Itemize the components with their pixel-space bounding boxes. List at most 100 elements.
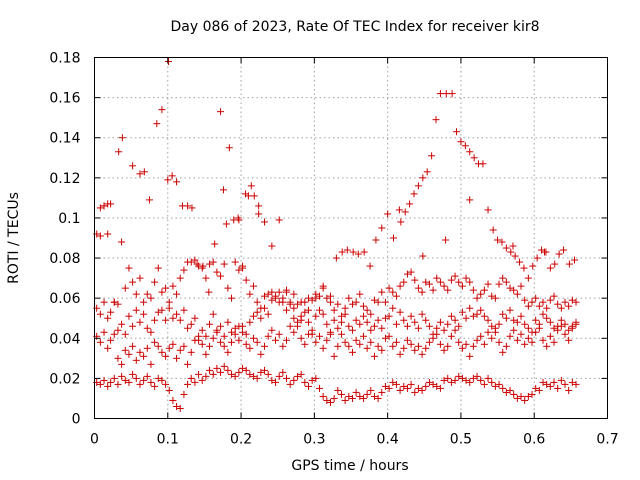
data-point: [242, 330, 250, 338]
data-point: [129, 342, 137, 350]
data-point: [469, 342, 477, 350]
data-point: [385, 284, 393, 292]
data-point: [425, 280, 433, 288]
data-point: [499, 384, 507, 392]
data-point: [401, 208, 409, 216]
data-point: [539, 336, 547, 344]
data-point: [517, 312, 525, 320]
data-point: [140, 168, 148, 176]
data-point: [440, 376, 448, 384]
y-tick-label: 0.14: [49, 131, 80, 147]
data-point: [543, 380, 551, 388]
data-point: [104, 344, 112, 352]
data-point: [381, 314, 389, 322]
data-point: [275, 330, 283, 338]
data-point: [495, 380, 503, 388]
data-point: [480, 286, 488, 294]
data-point: [479, 160, 487, 168]
data-point: [326, 328, 334, 336]
data-point: [283, 336, 291, 344]
data-point: [253, 298, 261, 306]
data-point: [129, 322, 137, 330]
data-point: [140, 310, 148, 318]
data-point: [176, 404, 184, 412]
data-point: [231, 258, 239, 266]
data-point: [202, 274, 210, 282]
data-point: [125, 264, 133, 272]
data-point: [418, 350, 426, 358]
data-point: [173, 310, 181, 318]
data-point: [480, 340, 488, 348]
data-point: [561, 330, 569, 338]
data-point: [220, 362, 228, 370]
data-point: [422, 316, 430, 324]
data-point: [110, 298, 118, 306]
data-point: [458, 308, 466, 316]
data-point: [444, 286, 452, 294]
data-point: [389, 288, 397, 296]
data-point: [378, 224, 386, 232]
data-point: [206, 260, 214, 268]
data-point: [222, 220, 230, 228]
data-point: [455, 322, 463, 330]
data-point: [396, 282, 404, 290]
data-point: [217, 338, 225, 346]
data-point: [551, 260, 559, 268]
data-point: [125, 350, 133, 358]
data-point: [565, 326, 573, 334]
data-point: [528, 390, 536, 398]
data-point: [315, 292, 323, 300]
data-point: [513, 290, 521, 298]
data-point: [136, 318, 144, 326]
data-point: [543, 304, 551, 312]
data-point: [154, 374, 162, 382]
data-point: [224, 348, 232, 356]
data-point: [246, 370, 254, 378]
data-point: [294, 372, 302, 380]
data-point: [466, 378, 474, 386]
data-point: [220, 260, 228, 268]
data-point: [533, 254, 541, 262]
data-point: [521, 320, 529, 328]
data-point: [225, 144, 233, 152]
data-point: [546, 264, 554, 272]
data-point: [173, 178, 181, 186]
data-point: [213, 326, 221, 334]
data-point: [255, 210, 263, 218]
data-point: [250, 192, 258, 200]
data-point: [304, 306, 312, 314]
data-point: [411, 346, 419, 354]
data-point: [360, 248, 368, 256]
data-point: [114, 354, 122, 362]
data-point: [290, 304, 298, 312]
data-point: [539, 310, 547, 318]
data-point: [164, 176, 172, 184]
data-point: [217, 322, 225, 330]
data-point: [390, 234, 398, 242]
data-point: [345, 342, 353, 350]
data-point: [253, 308, 261, 316]
data-point: [455, 278, 463, 286]
data-point: [297, 370, 305, 378]
data-point: [488, 334, 496, 342]
data-point: [473, 310, 481, 318]
data-point: [176, 274, 184, 282]
data-point: [524, 324, 532, 332]
data-point: [121, 284, 129, 292]
data-point: [323, 396, 331, 404]
data-point: [345, 392, 353, 400]
data-point: [279, 294, 287, 302]
data-point: [290, 328, 298, 336]
x-axis-label: GPS time / hours: [291, 458, 408, 474]
data-point: [343, 246, 351, 254]
data-point: [206, 320, 214, 328]
data-point: [429, 330, 437, 338]
data-point: [502, 278, 510, 286]
data-point: [554, 300, 562, 308]
data-point: [205, 288, 213, 296]
data-point: [502, 342, 510, 350]
data-point: [334, 342, 342, 350]
data-point: [154, 264, 162, 272]
data-point: [283, 286, 291, 294]
data-point: [568, 296, 576, 304]
